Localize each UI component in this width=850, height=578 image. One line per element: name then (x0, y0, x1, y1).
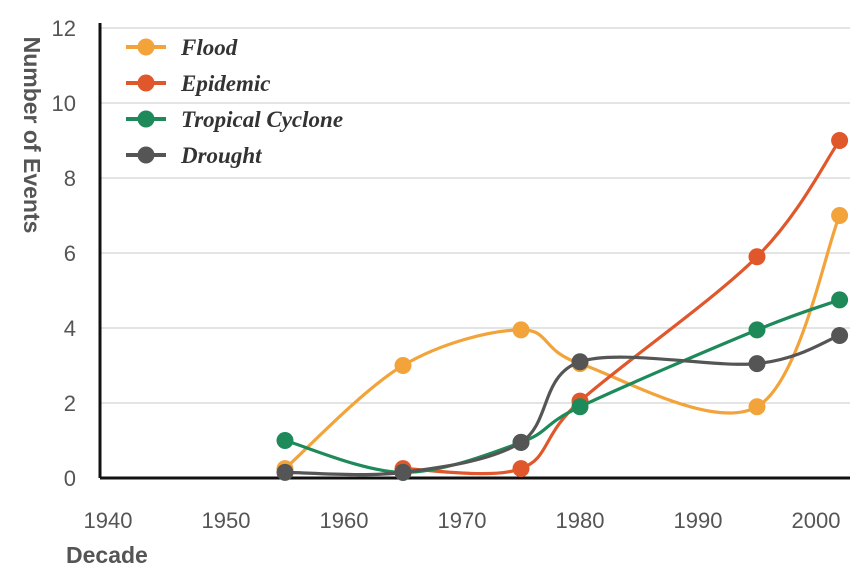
data-point (394, 463, 412, 481)
series-line (283, 213, 842, 471)
y-tick-label: 4 (64, 316, 76, 341)
y-tick-label: 0 (64, 466, 76, 491)
data-point (276, 463, 294, 481)
data-point (276, 432, 294, 449)
data-point (831, 207, 849, 224)
legend-swatch-marker (137, 146, 155, 164)
data-point (748, 398, 766, 416)
data-point (512, 321, 530, 339)
series-tropical-cyclone (276, 291, 849, 481)
series-flood (276, 207, 849, 478)
data-point (394, 357, 412, 374)
series-group (276, 132, 849, 481)
y-tick-label: 10 (52, 91, 76, 116)
x-tick-label: 1970 (438, 508, 487, 533)
y-tick-label: 6 (64, 241, 76, 266)
legend-swatch-marker (137, 74, 155, 92)
series-epidemic (394, 132, 849, 478)
y-tick-label: 12 (52, 16, 76, 41)
series-drought (276, 327, 849, 481)
legend-item: Drought (126, 143, 262, 168)
data-point (831, 327, 849, 344)
data-point (831, 132, 849, 149)
data-point (748, 248, 766, 266)
legend: Flood Epidemic Tropical Cyclone Drought (126, 35, 343, 168)
legend-label: Tropical Cyclone (181, 107, 343, 132)
y-tick-label: 8 (64, 166, 76, 191)
y-axis-title: Number of Events (19, 37, 45, 234)
legend-swatch-marker (137, 38, 155, 56)
x-tick-label: 1980 (556, 508, 605, 533)
data-point (748, 355, 766, 373)
data-point (571, 398, 589, 416)
data-point (748, 321, 766, 339)
data-point (512, 433, 530, 451)
legend-label: Epidemic (180, 71, 270, 96)
x-tick-label: 1990 (674, 508, 723, 533)
grid-lines (100, 27, 850, 404)
data-point (831, 291, 849, 309)
x-tick-label: 1950 (202, 508, 251, 533)
legend-swatch-marker (137, 110, 155, 128)
legend-item: Flood (126, 35, 238, 60)
legend-item: Epidemic (126, 71, 270, 96)
legend-label: Drought (180, 143, 262, 168)
x-tick-label: 2000 (792, 508, 841, 533)
y-tick-label: 2 (64, 391, 76, 416)
x-axis-title: Decade (66, 542, 148, 568)
x-tick-label: 1960 (320, 508, 369, 533)
tick-labels: 0 2 4 6 8 10 12 1940 1950 1960 1970 1980 1990 2000 (52, 16, 841, 533)
x-tick-label: 1940 (84, 508, 133, 533)
data-point (571, 353, 589, 371)
series-line (401, 138, 842, 476)
data-point (512, 460, 530, 478)
legend-label: Flood (180, 35, 238, 60)
legend-item: Tropical Cyclone (126, 107, 343, 132)
